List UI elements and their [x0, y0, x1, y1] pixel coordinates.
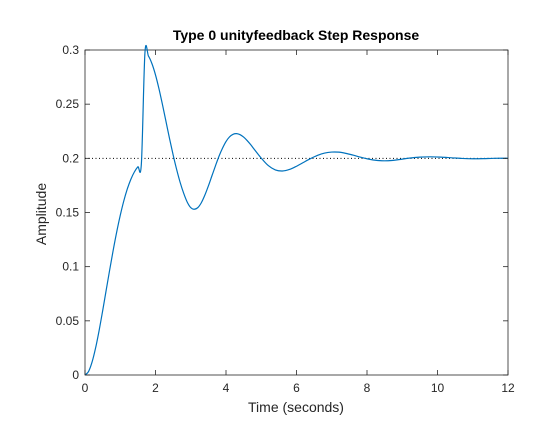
x-tick-label: 2: [152, 381, 159, 395]
y-tick-label: 0.1: [62, 260, 79, 274]
y-axis-label: Amplitude: [33, 183, 49, 245]
x-tick-label: 8: [364, 381, 371, 395]
y-tick-label: 0.05: [56, 314, 80, 328]
y-tick-label: 0.25: [56, 97, 80, 111]
axes-box: [84, 49, 509, 376]
chart-title: Type 0 unityfeedback Step Response: [173, 27, 420, 43]
x-tick-label: 12: [501, 381, 515, 395]
labels-layer: Type 0 unityfeedback Step Response Time …: [33, 27, 419, 415]
series-layer: [84, 45, 509, 376]
y-tick-label: 0.15: [56, 206, 80, 220]
y-tick-label: 0.2: [62, 151, 79, 165]
axes-area: [84, 49, 509, 376]
y-tick-label: 0: [72, 368, 79, 382]
ticks-layer: 0 2 4 6 8 10 12 0 0.05 0.1 0.15 0.2 0.25 0.3: [56, 43, 515, 395]
step-response-line: [84, 45, 509, 376]
x-axis-label: Time (seconds): [248, 399, 344, 415]
x-tick-label: 0: [82, 381, 89, 395]
x-tick-label: 4: [223, 381, 230, 395]
y-tick-label: 0.3: [62, 43, 79, 57]
x-tick-label: 10: [431, 381, 445, 395]
x-tick-label: 6: [293, 381, 300, 395]
